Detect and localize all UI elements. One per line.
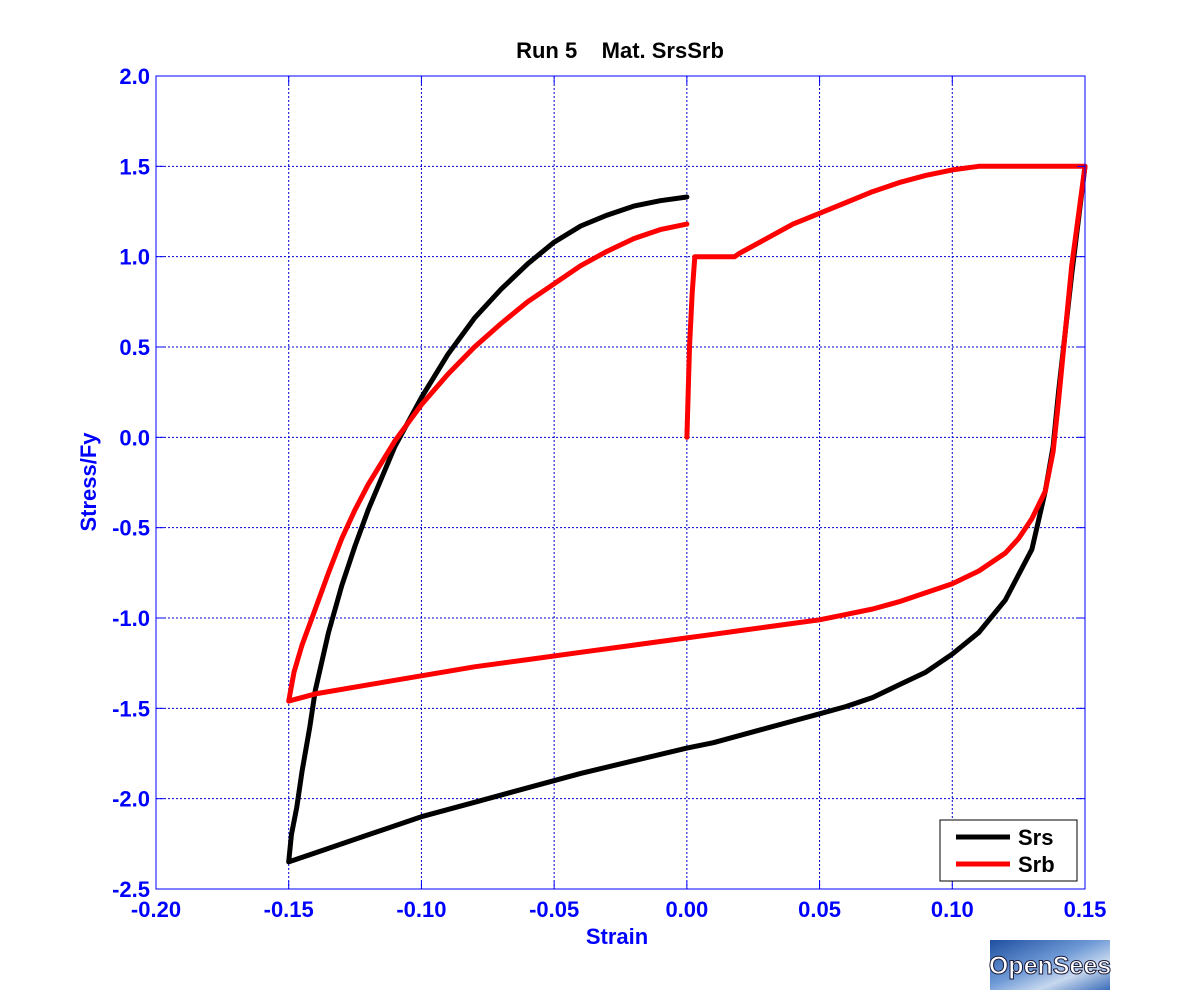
y-tick-label: 0.0: [119, 425, 150, 450]
x-tick-label: 0.15: [1064, 897, 1107, 922]
x-tick-label: 0.10: [931, 897, 974, 922]
series-line-srb: [286, 163, 1088, 704]
x-tick-label: -0.20: [131, 897, 181, 922]
legend: Srs Srb: [939, 819, 1078, 882]
plot-area: [286, 163, 1088, 865]
y-tick-label: 1.5: [119, 154, 150, 179]
y-tick-label: -1.0: [112, 606, 150, 631]
x-axis-label: Strain: [586, 924, 648, 949]
grid-lines: [156, 76, 1085, 889]
x-tick-label: 0.05: [798, 897, 841, 922]
x-tick-label: -0.10: [396, 897, 446, 922]
y-tick-label: -2.5: [112, 877, 150, 902]
y-tick-label: -0.5: [112, 516, 150, 541]
x-tick-label: -0.05: [529, 897, 579, 922]
x-tick-label: 0.00: [665, 897, 708, 922]
legend-label-srs: Srs: [1018, 825, 1053, 850]
legend-box: [939, 819, 1078, 882]
logo-text: OpenSees: [989, 952, 1111, 980]
y-axis-label: Stress/Fy: [76, 432, 101, 532]
series-line-srs: [286, 163, 1088, 865]
y-tick-label: 1.0: [119, 245, 150, 270]
chart-title: Run 5 Mat. SrsSrb: [516, 38, 724, 63]
y-tick-label: 0.5: [119, 335, 150, 360]
y-axis-ticks: 2.0 1.5 1.0 0.5 0.0 -0.5 -1.0 -1.5 -2.0 -2.5: [112, 64, 1085, 902]
x-axis-ticks: -0.20 -0.15 -0.10 -0.05 0.00 0.05 0.10 0.15: [131, 76, 1106, 922]
y-tick-label: 2.0: [119, 64, 150, 89]
y-tick-label: -2.0: [112, 787, 150, 812]
y-tick-label: -1.5: [112, 696, 150, 721]
opensees-logo: OpenSees: [988, 940, 1112, 990]
legend-label-srb: Srb: [1018, 852, 1055, 877]
plot-frame: [155, 75, 1086, 890]
x-tick-label: -0.15: [264, 897, 314, 922]
logo-background: [990, 940, 1110, 990]
